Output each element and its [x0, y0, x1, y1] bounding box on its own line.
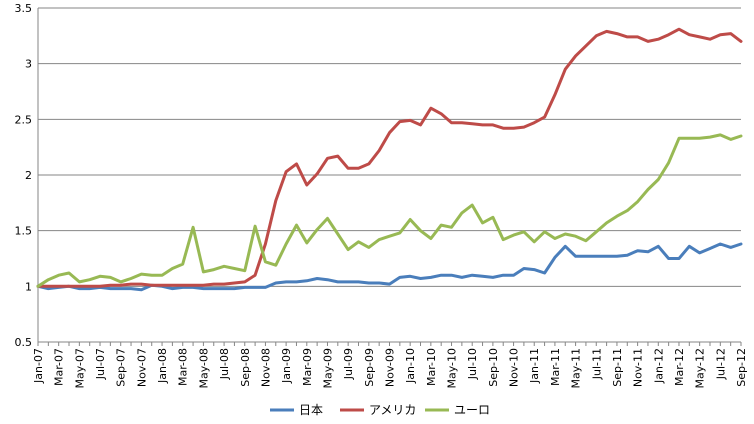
x-tick-label: Sep-10 [487, 348, 500, 387]
x-tick-label: Nov-08 [259, 348, 272, 387]
y-tick-label: 3 [25, 58, 32, 71]
x-tick-label: Jul-12 [714, 348, 727, 380]
legend: 日本 アメリカ ユーロ [270, 403, 490, 417]
x-tick-label: Jan-08 [156, 348, 169, 384]
gridlines [38, 7, 741, 343]
series-line-3 [36, 133, 743, 288]
x-tick-label: May-10 [446, 348, 459, 389]
x-tick-label: Nov-10 [508, 348, 521, 387]
x-tick-label: Jul-07 [94, 348, 107, 380]
x-tick-label: Mar-07 [53, 348, 66, 386]
x-tick-label: May-12 [694, 348, 707, 389]
x-tick-label: Jan-11 [528, 348, 541, 384]
x-tick-label: Nov-07 [135, 348, 148, 387]
y-tick-label: 0.5 [15, 336, 33, 349]
x-tick-label: Mar-11 [549, 348, 562, 386]
axes: 0.5 1 1.5 2 2.5 3 3.5 Jan-07 Mar-07 May-07 Jul-07 S… [15, 2, 749, 389]
x-tick-label: Sep-07 [115, 348, 128, 387]
x-tick-label: Jul-11 [590, 348, 603, 380]
x-tick-label: Jul-10 [466, 348, 479, 380]
y-tick-label: 1.5 [15, 225, 33, 238]
x-tick-label: Sep-12 [735, 348, 748, 387]
x-tick-label: May-11 [570, 348, 583, 389]
x-tick-label: Mar-08 [177, 348, 190, 386]
y-tick-label: 3.5 [15, 2, 33, 15]
x-tick-label: Mar-12 [673, 348, 686, 386]
y-tick-label: 2 [25, 169, 32, 182]
x-tick-label: May-07 [73, 348, 86, 389]
series-lines [36, 27, 743, 292]
legend-label: 日本 [299, 403, 323, 417]
x-tick-label: Jan-09 [280, 348, 293, 384]
x-tick-label: May-09 [321, 348, 334, 389]
x-tick-label: Mar-09 [301, 348, 314, 386]
x-tick-label: Jan-12 [652, 348, 665, 384]
series-line-2 [36, 27, 743, 288]
x-tick-label: Jan-10 [404, 348, 417, 384]
legend-label: ユーロ [454, 403, 490, 417]
x-tick-label: Nov-09 [384, 348, 397, 387]
x-tick-label: Jul-08 [218, 348, 231, 380]
x-tick-label: May-08 [197, 348, 210, 389]
legend-label: アメリカ [369, 403, 416, 417]
x-tick-label: Sep-11 [611, 348, 624, 387]
x-tick-label: Nov-11 [632, 348, 645, 387]
y-tick-label: 1 [25, 280, 32, 293]
x-tick-label: Jul-09 [342, 348, 355, 380]
x-tick-label: Jan-07 [32, 348, 45, 384]
x-tick-label: Mar-10 [425, 348, 438, 386]
x-tick-label: Sep-09 [363, 348, 376, 387]
y-tick-label: 2.5 [15, 113, 33, 126]
x-tick-label: Sep-08 [239, 348, 252, 387]
